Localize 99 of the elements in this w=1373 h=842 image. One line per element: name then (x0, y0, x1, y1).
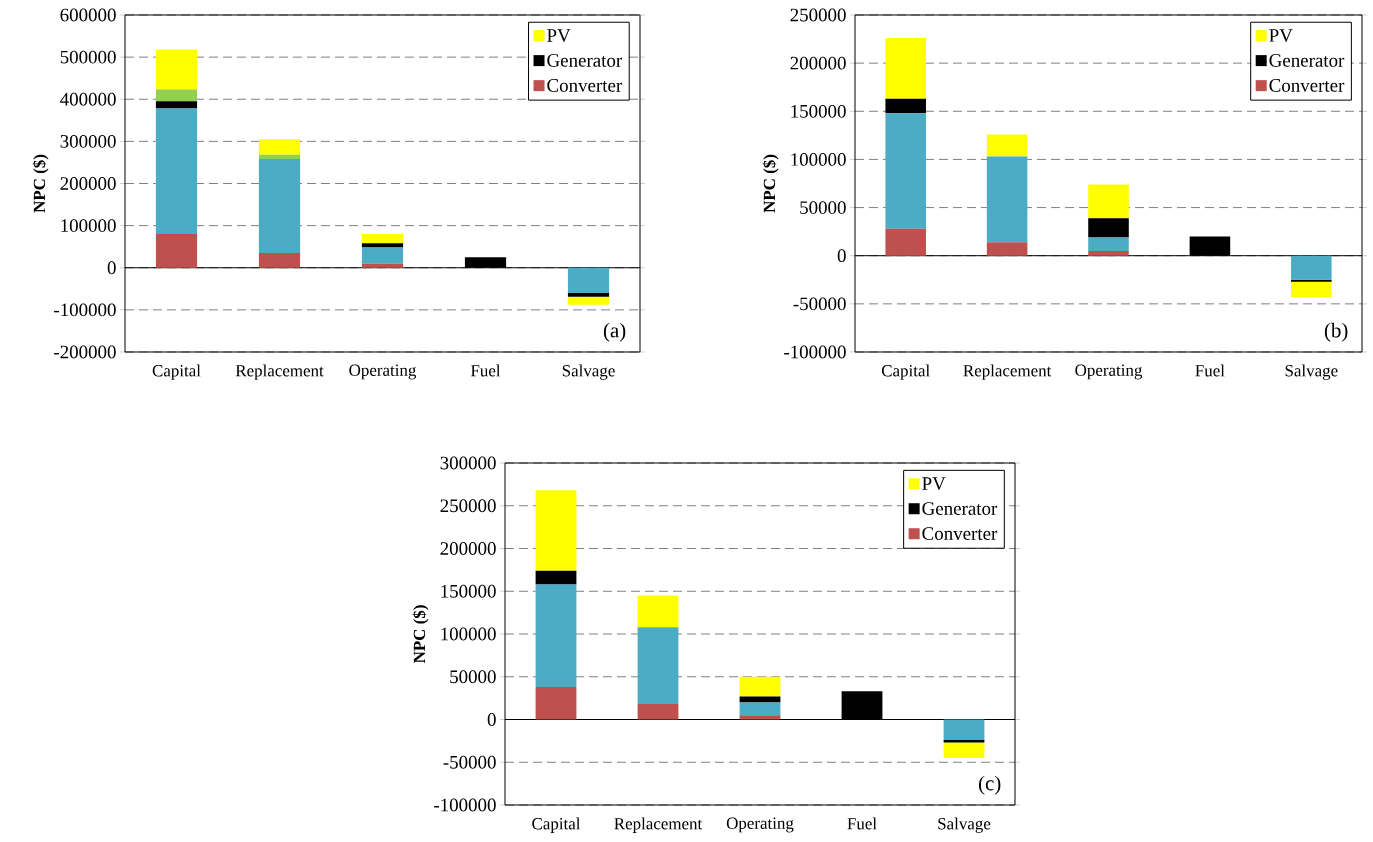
legend-label: Generator (922, 502, 998, 515)
y-tick-label: 300000 (60, 134, 116, 148)
bar (739, 676, 781, 697)
bar (637, 627, 679, 705)
y-tick-label: 150000 (791, 104, 846, 118)
bar (567, 267, 610, 294)
x-tick-label: Replacement (235, 364, 324, 380)
y-tick-label: 50000 (450, 670, 496, 684)
legend-label: Converter (1269, 79, 1345, 92)
bar (986, 134, 1028, 157)
x-tick-label: Replacement (614, 817, 703, 833)
y-tick-label: 0 (107, 261, 116, 275)
bar (739, 696, 781, 703)
bar (535, 687, 577, 720)
x-tick-label: Capital (532, 817, 581, 833)
y-tick-label: 100000 (61, 219, 116, 233)
legend-label: Generator (1269, 54, 1345, 67)
x-tick-label: Operating (1075, 364, 1143, 380)
bar (361, 234, 404, 244)
bar (567, 296, 610, 305)
y-tick-label: 250000 (790, 8, 846, 22)
bar (1291, 281, 1332, 298)
bar (986, 156, 1028, 243)
legend-label: Converter (922, 527, 998, 540)
x-tick-label: Operating (349, 364, 417, 380)
bar (943, 742, 985, 758)
bar (535, 570, 577, 585)
x-tick-label: Salvage (938, 817, 991, 833)
bar (1088, 218, 1129, 238)
bar (258, 159, 301, 253)
y-tick-label: 50000 (800, 201, 846, 214)
x-tick-label: Capital (152, 364, 201, 380)
bar (943, 719, 985, 741)
x-tick-label: Fuel (470, 364, 501, 377)
x-tick-label: Salvage (562, 364, 615, 380)
bar (361, 243, 404, 248)
legend-label: PV (1269, 29, 1293, 42)
annotation: (b) (1324, 322, 1348, 342)
y-tick-label: 0 (837, 249, 846, 263)
y-tick-label: 600000 (60, 8, 116, 22)
bar (739, 702, 781, 716)
bar (885, 38, 926, 99)
y-axis-title: NPC ($) (32, 154, 49, 213)
bar (637, 595, 679, 628)
y-axis-title: NPC ($) (762, 154, 779, 213)
x-tick-label: Replacement (963, 364, 1052, 380)
y-tick-label: 0 (487, 713, 496, 726)
x-tick-label: Operating (726, 817, 794, 833)
y-tick-label: -100000 (434, 798, 496, 812)
bar (885, 228, 926, 256)
y-tick-label: 200000 (440, 542, 496, 555)
bar (155, 101, 198, 109)
legend-label: PV (547, 29, 571, 42)
bar (361, 263, 404, 268)
legend-label: PV (922, 477, 946, 491)
bar (155, 49, 198, 90)
legend-label: Converter (547, 79, 623, 92)
bar (1291, 255, 1332, 280)
legend-label: Generator (547, 54, 623, 67)
y-tick-label: -50000 (793, 297, 846, 311)
bar (637, 704, 679, 720)
y-tick-label: -200000 (54, 345, 116, 359)
bar (567, 293, 610, 297)
y-tick-label: 400000 (60, 92, 116, 106)
y-tick-label: 100000 (441, 627, 496, 641)
y-tick-label: 100000 (791, 153, 846, 166)
y-tick-label: 150000 (441, 584, 496, 598)
y-tick-label: 500000 (60, 50, 116, 64)
annotation: (c) (978, 775, 1001, 795)
bar (258, 139, 301, 155)
bar (535, 584, 577, 688)
x-tick-label: Fuel (1195, 364, 1225, 377)
bar (885, 98, 926, 114)
bar (155, 108, 198, 235)
bar (361, 247, 404, 264)
y-tick-label: -50000 (443, 755, 496, 769)
bar (258, 154, 301, 160)
y-tick-label: -100000 (54, 303, 116, 317)
bar (155, 234, 198, 268)
x-tick-label: Capital (881, 364, 930, 380)
y-tick-label: 200000 (790, 56, 846, 70)
annotation: (a) (603, 322, 626, 342)
y-tick-label: 250000 (440, 499, 496, 513)
y-tick-label: 200000 (60, 177, 116, 190)
x-tick-label: Fuel (847, 817, 877, 830)
bar (986, 242, 1028, 256)
bar (535, 490, 577, 571)
bar (739, 715, 781, 720)
bar (1088, 250, 1129, 256)
bar (885, 113, 926, 229)
bar (258, 253, 301, 268)
bar (1088, 184, 1129, 219)
y-axis-title: NPC ($) (412, 605, 429, 664)
y-tick-label: 300000 (440, 456, 496, 470)
bar (155, 89, 198, 102)
y-tick-label: -100000 (784, 345, 846, 359)
x-tick-label: Salvage (1285, 364, 1338, 380)
bar (1088, 237, 1129, 251)
bar (943, 740, 985, 743)
